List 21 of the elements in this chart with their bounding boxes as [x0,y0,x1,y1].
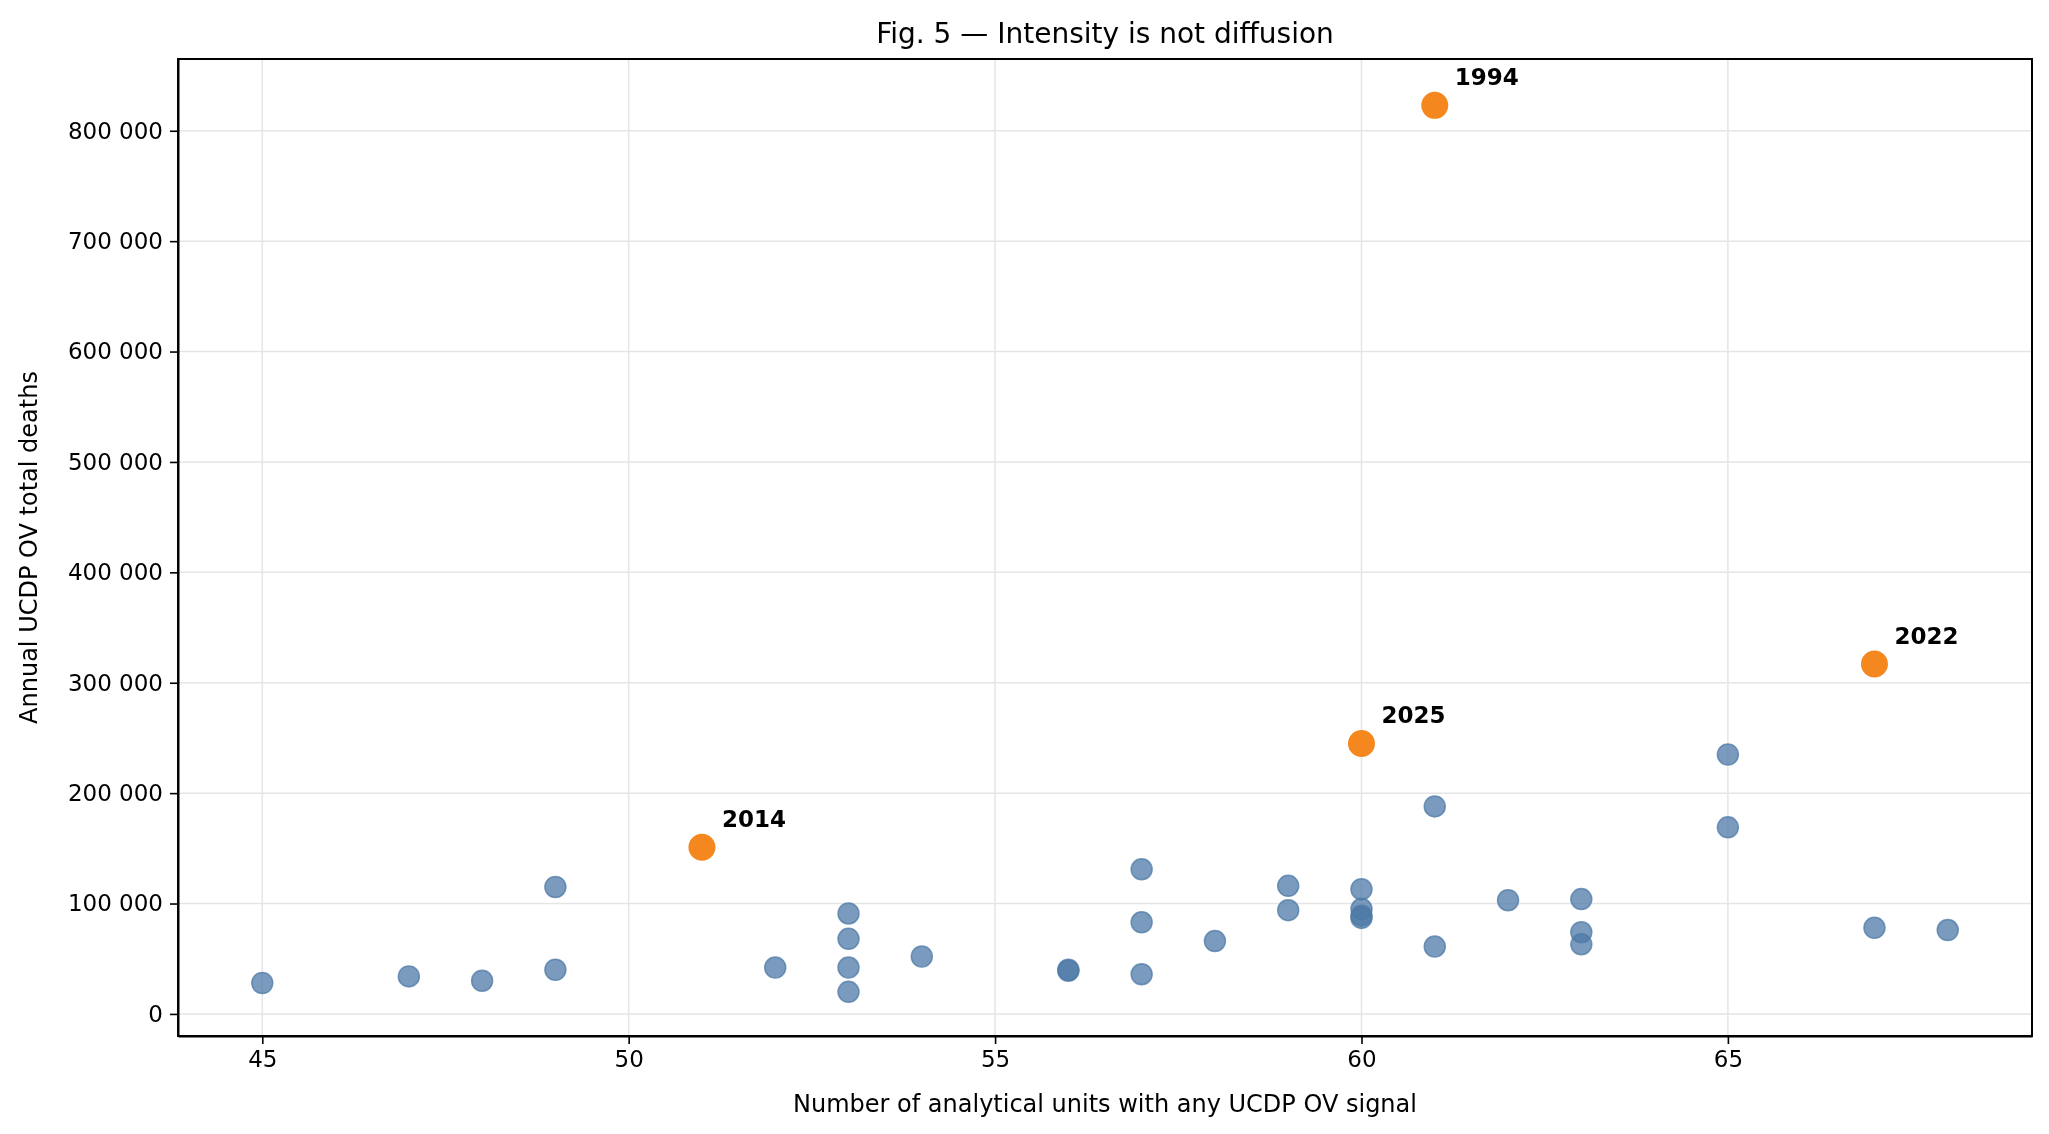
y-axis-title: Annual UCDP OV total deaths [15,371,43,724]
x-axis-title: Number of analytical units with any UCDP OV signal [793,1090,1417,1118]
annotation: 2022 [1894,622,1959,649]
x-tick-label: 50 [614,1046,644,1073]
y-tick-label: 800 000 [67,117,163,144]
annotation: 1994 [1454,64,1519,91]
y-tick-label: 700 000 [67,228,163,255]
y-tick-label: 500 000 [67,448,163,475]
x-tick-label: 65 [1713,1046,1744,1073]
annotation: 2014 [721,806,786,833]
x-tick-label: 45 [248,1046,278,1073]
y-tick-label: 400 000 [67,559,163,586]
y-tick-label: 100 000 [67,890,163,917]
x-tick-label: 55 [980,1046,1011,1073]
y-tick-label: 600 000 [67,338,163,365]
chart-title: Fig. 5 — Intensity is not diffusion [876,17,1334,50]
x-tick-label: 60 [1347,1046,1377,1073]
y-tick-label: 300 000 [67,669,163,696]
y-tick-label: 0 [148,1000,163,1027]
y-tick-label: 200 000 [67,779,163,806]
annotation: 2025 [1381,702,1446,729]
